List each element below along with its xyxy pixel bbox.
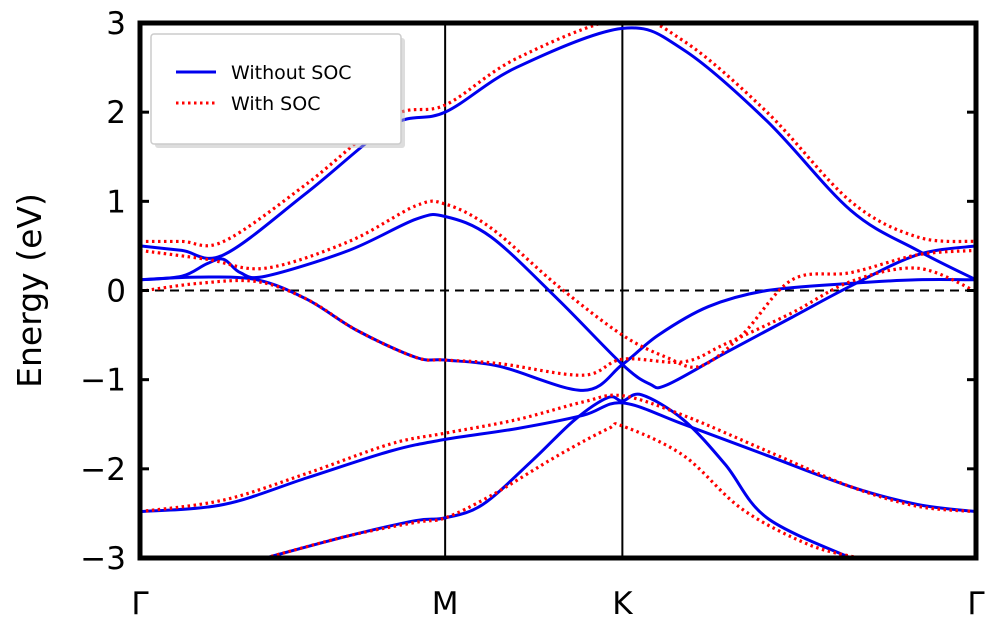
y-axis-title: Energy (eV) (10, 193, 49, 388)
x-tick-label: Γ (967, 586, 985, 622)
band-line-without-soc-5 (140, 26, 976, 282)
band-line-without-soc-2 (263, 392, 853, 558)
y-tick-label: 1 (106, 184, 126, 220)
legend-label-without-soc: Without SOC (231, 62, 352, 84)
band-line-without-soc-3 (140, 275, 976, 392)
legend: Without SOC With SOC (150, 33, 405, 148)
y-tick-label: −3 (80, 541, 126, 577)
band-line-with-soc-3 (140, 266, 976, 377)
data-layer (140, 23, 976, 558)
band-line-with-soc-4 (140, 199, 976, 369)
band-line-with-soc-5 (140, 23, 976, 248)
band-line-with-soc-1 (140, 393, 976, 514)
legend-box (150, 33, 402, 145)
x-tick-label: Γ (131, 586, 149, 622)
y-tick-label: 0 (106, 274, 126, 310)
x-tick-label: K (612, 586, 633, 622)
band-line-without-soc-1 (140, 401, 976, 514)
legend-label-with-soc: With SOC (231, 93, 320, 115)
y-tick-label: 3 (106, 6, 126, 42)
plot-area (140, 23, 976, 558)
x-tick-label: M (432, 586, 459, 622)
y-tick-label: −2 (80, 452, 126, 488)
band-line-without-soc-4 (140, 213, 976, 390)
axes: −3 −2 −1 0 1 2 3 Γ M K Γ Energy (eV) (10, 6, 985, 622)
y-tick-label: 2 (106, 95, 126, 131)
y-tick-label: −1 (80, 363, 126, 399)
band-line-with-soc-2 (264, 422, 860, 558)
